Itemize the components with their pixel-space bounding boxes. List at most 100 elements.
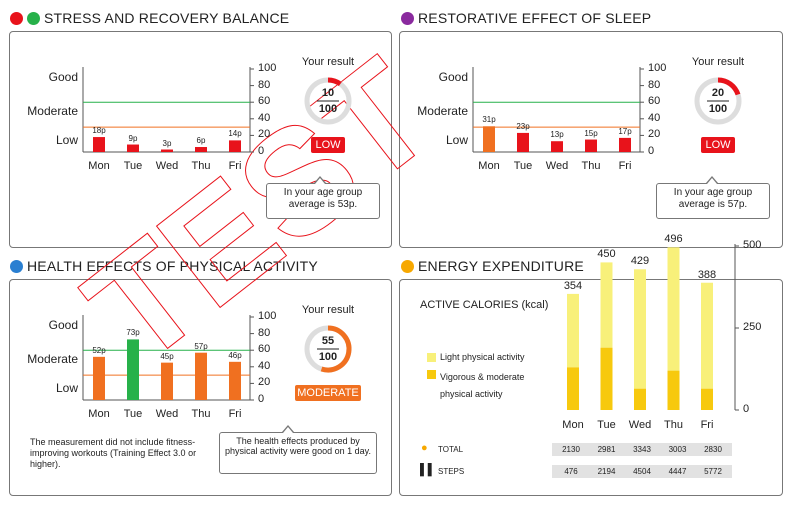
energy-total-label: 496 [664, 233, 683, 246]
sleep-axis-label: 80 [648, 78, 661, 91]
sleep-bar [517, 132, 529, 152]
energy-panel [399, 279, 783, 496]
activity-bar-label: 45p [160, 351, 174, 361]
activity-axis-label: 0 [258, 393, 265, 405]
stress-axis-label: 40 [258, 111, 271, 124]
stress-axis-label: 100 [258, 62, 277, 74]
energy-vigorous-bar [600, 347, 613, 410]
energy-axis-label: 0 [743, 403, 750, 415]
stress-your-result-label: Your result [301, 56, 355, 68]
sleep-status-badge: LOW [701, 137, 735, 153]
sleep-note-pointer-fill [707, 178, 717, 184]
activity-bar [127, 339, 139, 400]
sleep-bar [585, 139, 597, 152]
sleep-your-result-label: Your result [691, 56, 745, 68]
activity-status-badge: MODERATE [295, 385, 361, 401]
runner-icon [10, 259, 23, 273]
activity-score-max: 100 [318, 351, 338, 363]
sleep-bar-label: 23p [516, 121, 530, 131]
energy-vigorous-bar [667, 370, 680, 410]
energy-axis-label: 500 [743, 239, 762, 251]
sleep-axis-label: 40 [648, 111, 661, 124]
stress-axis-label: 80 [258, 78, 271, 91]
stress-day-label: Wed [155, 160, 179, 172]
total-cell: 2981 [587, 443, 626, 456]
activity-day-label: Tue [123, 408, 143, 420]
total-cell: 2830 [694, 443, 732, 456]
stress-bar-label: 6p [196, 136, 206, 146]
energy-total-label: 354 [563, 279, 583, 292]
activity-level-moderate: Moderate [27, 351, 78, 366]
stress-bar [127, 144, 139, 152]
stress-day-label: Fri [228, 160, 242, 172]
sleep-level-low: Low [445, 132, 468, 147]
steps-label: STEPS [438, 467, 465, 476]
total-cell: 3003 [658, 443, 697, 456]
stress-bar-label: 18p [92, 126, 106, 136]
energy-light-bar [634, 269, 646, 389]
energy-total-label: 450 [597, 248, 616, 261]
energy-vigorous-bar [634, 388, 646, 410]
legend-vigorous-swatch [427, 370, 436, 379]
total-label: TOTAL [438, 445, 464, 454]
flame-icon [401, 259, 414, 273]
activity-axis-label: 100 [258, 310, 277, 322]
activity-score-value: 55 [321, 335, 335, 347]
sleep-score-value: 20 [711, 87, 725, 99]
sleep-day-label: Wed [545, 160, 569, 172]
sleep-score-ring-fill [717, 77, 741, 96]
sleep-day-label: Mon [478, 160, 500, 172]
sleep-day-label: Fri [618, 160, 632, 172]
activity-bar [229, 361, 241, 400]
sleep-day-label: Tue [513, 160, 533, 172]
energy-light-bar [600, 262, 613, 348]
energy-light-bar [567, 293, 579, 368]
steps-cell: 2194 [587, 465, 626, 478]
sleep-comparison-note: In your age group average is 57p. [656, 183, 770, 219]
activity-axis-label: 60 [258, 343, 271, 356]
stress-axis-label: 0 [258, 145, 265, 157]
energy-total-label: 388 [697, 268, 717, 281]
steps-cell: 4504 [623, 465, 661, 478]
recovery-icon [27, 11, 40, 25]
total-flame-icon: ● [421, 442, 428, 454]
sleep-bar-label: 17p [618, 126, 632, 136]
moon-icon [401, 11, 414, 25]
stress-score-max: 100 [318, 103, 338, 115]
stress-icon [10, 11, 23, 25]
steps-cell: 5772 [694, 465, 732, 478]
activity-bar [93, 356, 105, 400]
stress-bar [229, 140, 241, 152]
legend-light-swatch [427, 353, 436, 362]
stress-level-good: Good [48, 70, 78, 85]
sleep-level-good: Good [438, 70, 468, 85]
sleep-day-label: Thu [581, 160, 601, 172]
stress-level-low: Low [55, 132, 78, 147]
energy-day-label: Tue [597, 419, 616, 431]
energy-axis-label: 250 [743, 321, 762, 333]
stress-axis-label: 60 [258, 95, 271, 108]
stress-bar [93, 137, 105, 152]
legend-light-label: Light physical activity [440, 352, 525, 362]
activity-day-label: Wed [155, 408, 179, 420]
sleep-score-max: 100 [708, 103, 728, 115]
activity-level-low: Low [55, 380, 78, 395]
energy-vigorous-bar [567, 367, 579, 410]
activity-score-ring-fill [320, 325, 352, 373]
activity-axis-label: 20 [258, 376, 271, 389]
sleep-bar [551, 141, 563, 152]
stress-level-moderate: Moderate [27, 103, 78, 118]
legend-vigorous-label: Vigorous & moderate physical activity [440, 372, 525, 399]
sleep-axis-label: 20 [648, 128, 661, 141]
activity-section-title: HEALTH EFFECTS OF PHYSICAL ACTIVITY [10, 258, 318, 274]
stress-bar-label: 14p [228, 129, 242, 139]
sleep-bar-label: 31p [482, 115, 496, 125]
sleep-level-moderate: Moderate [417, 103, 468, 118]
stress-bar-label: 9p [128, 133, 138, 143]
energy-total-label: 429 [630, 255, 650, 268]
sleep-bar-label: 13p [550, 130, 564, 140]
